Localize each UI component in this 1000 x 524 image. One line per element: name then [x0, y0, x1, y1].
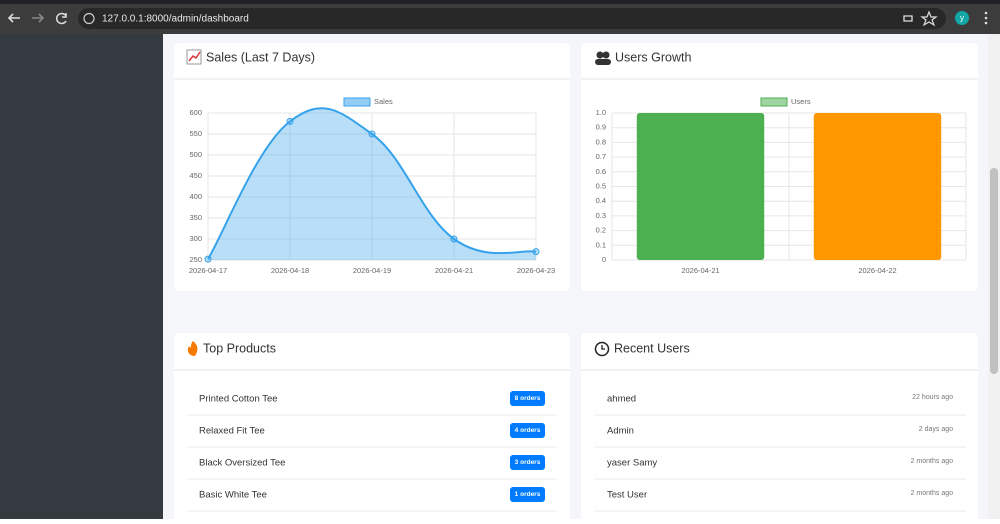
product-name: Relaxed Fit Tee [199, 426, 265, 437]
card-title: Sales (Last 7 Days) [206, 50, 315, 64]
y-tick-label: 0.8 [596, 137, 606, 146]
point [204, 255, 212, 263]
y-tick-label: 0.1 [596, 240, 606, 249]
badge [510, 487, 545, 502]
back-button[interactable] [7, 13, 20, 23]
card-title: Recent Users [614, 341, 690, 355]
badge-text: 8 orders [515, 395, 541, 402]
line [207, 107, 537, 260]
badge-text: 1 orders [515, 491, 541, 498]
user-time: 2 months ago [911, 458, 954, 465]
point [286, 117, 294, 125]
x-tick-label: 2026-04-21 [435, 266, 473, 275]
y-tick-label: 400 [189, 192, 202, 201]
y-tick-label: 300 [189, 234, 202, 243]
x-tick-label: 2026-04-18 [271, 266, 309, 275]
x-tick-label: 2026-04-23 [517, 266, 555, 275]
forward-button[interactable] [32, 13, 45, 23]
card-title: Users Growth [615, 50, 691, 64]
x-tick-label: 2026-04-22 [858, 266, 896, 275]
y-tick-label: 0.7 [596, 152, 606, 161]
point [450, 235, 458, 243]
user-time: 22 hours ago [912, 394, 953, 401]
legend-swatch [343, 97, 371, 107]
bookmark-icon[interactable] [920, 10, 938, 27]
avatar-letter: y [960, 14, 964, 23]
avatar[interactable] [955, 11, 969, 25]
site-info-icon[interactable] [83, 12, 95, 25]
y-tick-label: 500 [189, 150, 202, 159]
product-name: Printed Cotton Tee [199, 394, 278, 405]
clock-icon [594, 341, 610, 357]
card [581, 333, 978, 524]
badge-text: 4 orders [515, 427, 541, 434]
bar [636, 113, 765, 260]
scrollbar-thumb[interactable] [990, 168, 998, 374]
x-tick-label: 2026-04-17 [189, 266, 227, 275]
y-tick-label: 0.2 [596, 226, 606, 235]
url: 127.0.0.1:8000/admin/dashboard [102, 14, 249, 25]
tab-strip [0, 0, 1000, 4]
point [532, 248, 540, 256]
sidebar [0, 34, 163, 519]
y-tick-label: 600 [189, 108, 202, 117]
fire-icon [187, 341, 198, 356]
badge [510, 391, 545, 406]
y-tick-label: 0.4 [596, 196, 606, 205]
y-tick-label: 0.9 [596, 123, 606, 132]
y-tick-label: 550 [189, 129, 202, 138]
badge [510, 455, 545, 470]
y-tick-label: 350 [189, 213, 202, 222]
reload-button[interactable] [55, 12, 67, 25]
legend-swatch [760, 97, 788, 107]
x-tick-label: 2026-04-21 [681, 266, 719, 275]
y-tick-label: 0.6 [596, 167, 606, 176]
y-tick-label: 0.3 [596, 211, 606, 220]
y-tick-label: 450 [189, 171, 202, 180]
badge [510, 423, 545, 438]
y-tick-label: 1.0 [596, 108, 606, 117]
x-tick-label: 2026-04-19 [353, 266, 391, 275]
bar [813, 113, 942, 260]
user-time: 2 months ago [911, 490, 954, 497]
password-icon[interactable] [903, 15, 913, 22]
legend-label: Users [791, 97, 811, 106]
users-icon [595, 51, 611, 65]
user-time: 2 days ago [919, 426, 953, 433]
chart-icon [186, 49, 202, 65]
y-tick-label: 0 [602, 255, 606, 264]
user-name: Admin [607, 426, 634, 437]
y-tick-label: 0.5 [596, 181, 606, 190]
address-bar[interactable] [78, 8, 946, 29]
point [368, 130, 376, 138]
user-name: Test User [607, 490, 647, 501]
menu-icon[interactable] [984, 11, 988, 25]
user-name: ahmed [607, 394, 636, 405]
legend-label: Sales [374, 97, 393, 106]
badge-text: 3 orders [515, 459, 541, 466]
y-tick-label: 250 [189, 255, 202, 264]
product-name: Basic White Tee [199, 490, 267, 501]
card-title: Top Products [203, 341, 276, 355]
card [174, 333, 570, 524]
area [208, 108, 536, 260]
product-name: Black Oversized Tee [199, 458, 285, 469]
user-name: yaser Samy [607, 458, 657, 469]
